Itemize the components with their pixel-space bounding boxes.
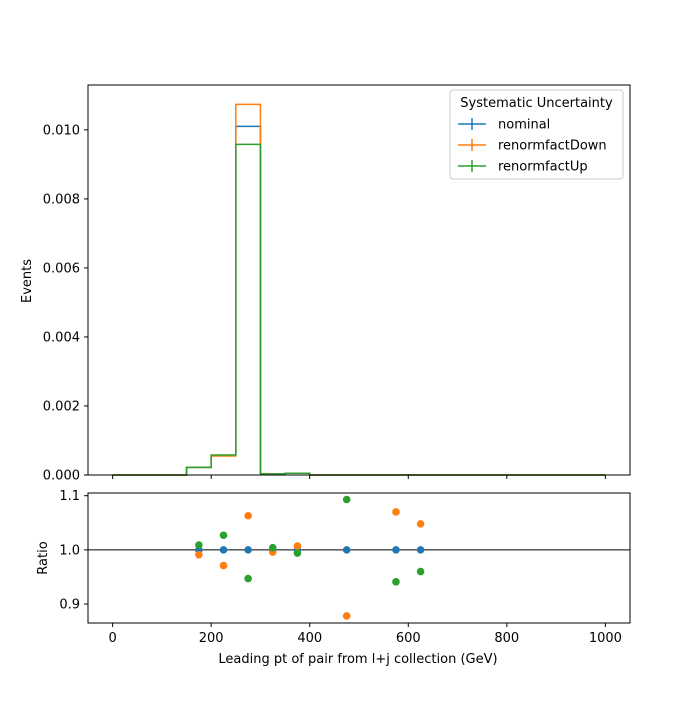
legend-label: renormfactDown — [498, 139, 607, 154]
ratio-plot-frame — [87, 492, 631, 624]
ratio-plot: 0.9 1.0 1.1 0 200 400 600 800 1000 — [59, 489, 631, 646]
ratio-point-renormfactUp — [416, 567, 425, 576]
ratio-point-renormfactUp — [244, 574, 252, 583]
ratio-point-renormfactUp — [195, 541, 203, 549]
main-y-tick-label: 0.000 — [43, 469, 80, 484]
ratio-point-renormfactDown — [195, 550, 203, 559]
ratio-x-tick-label: 400 — [297, 631, 322, 646]
main-ylabel: Events — [20, 259, 35, 303]
ratio-point-renormfactUp — [293, 549, 302, 557]
legend-label: renormfactUp — [498, 160, 588, 175]
series-renormfactUp-line — [112, 143, 606, 476]
ratio-point-nominal — [342, 546, 351, 554]
ratio-x-tick-label: 200 — [199, 631, 224, 646]
ratio-point-nominal — [244, 546, 252, 554]
ratio-x-tick-label: 600 — [396, 631, 421, 646]
ratio-point-nominal — [219, 546, 228, 554]
main-plot-frame — [87, 84, 631, 476]
legend-item-renormfactDown: renormfactDown — [458, 139, 607, 154]
legend: Systematic Uncertainty nominal renormfactD… — [449, 89, 624, 180]
main-y-tick-label: 0.010 — [43, 123, 80, 138]
ratio-x-tick-label: 1000 — [589, 631, 622, 646]
ratio-point-renormfactUp — [342, 495, 351, 504]
ratio-x-tick-label: 800 — [494, 631, 519, 646]
ratio-y-tick-label: 1.1 — [59, 489, 80, 504]
x-axis-title: Leading pt of pair from l+j collection (… — [218, 652, 497, 667]
ratio-y-tick-label: 1.0 — [59, 543, 80, 558]
ratio-point-renormfactDown — [392, 508, 400, 516]
ratio-point-renormfactDown — [416, 520, 425, 528]
main-y-tick-label: 0.006 — [43, 261, 80, 276]
ratio-point-nominal — [416, 546, 425, 554]
legend-title: Systematic Uncertainty — [460, 96, 613, 111]
ratio-x-tick-label: 0 — [108, 631, 116, 646]
legend-box — [449, 89, 624, 180]
main-y-tick-label: 0.002 — [43, 399, 80, 414]
ratio-point-renormfactDown — [244, 511, 252, 520]
ratio-point-renormfactDown — [293, 542, 302, 550]
ratio-point-renormfactUp — [219, 531, 228, 540]
ratio-point-nominal — [392, 546, 400, 554]
ratio-point-renormfactUp — [268, 543, 277, 552]
ratio-point-renormfactDown — [342, 612, 351, 620]
ratio-ylabel: Ratio — [36, 541, 51, 574]
main-y-tick-label: 0.004 — [43, 330, 80, 345]
legend-label: nominal — [498, 118, 550, 133]
ratio-point-renormfactDown — [219, 561, 228, 570]
main-plot: 0.000 0.002 0.004 0.006 0.008 0.010 — [43, 84, 631, 484]
legend-item-nominal: nominal — [458, 118, 550, 133]
main-y-tick-label: 0.008 — [43, 192, 80, 207]
ratio-point-renormfactUp — [392, 578, 400, 586]
ratio-y-tick-label: 0.9 — [59, 598, 80, 613]
legend-item-renormfactUp: renormfactUp — [458, 160, 588, 175]
